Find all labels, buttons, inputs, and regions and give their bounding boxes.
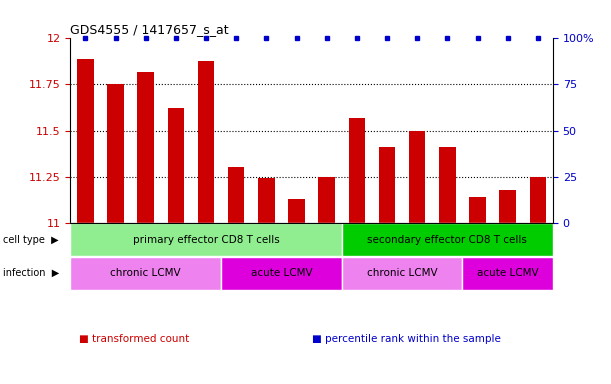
Text: ■ transformed count: ■ transformed count [79, 334, 189, 344]
Bar [288, 199, 305, 223]
Bar [348, 118, 365, 223]
Bar [77, 59, 93, 223]
Bar [439, 147, 456, 223]
Bar [342, 223, 553, 256]
Text: ■ percentile rank within the sample: ■ percentile rank within the sample [312, 334, 500, 344]
Bar [70, 257, 221, 290]
Text: chronic LCMV: chronic LCMV [111, 268, 181, 278]
Text: cell type  ▶: cell type ▶ [3, 235, 59, 245]
Bar [318, 177, 335, 223]
Text: acute LCMV: acute LCMV [477, 268, 538, 278]
Bar [221, 257, 342, 290]
Bar [379, 147, 395, 223]
Bar [107, 84, 124, 223]
Bar [70, 223, 342, 256]
Text: acute LCMV: acute LCMV [251, 268, 312, 278]
Bar [463, 257, 553, 290]
Bar [530, 177, 546, 223]
Bar [198, 61, 214, 223]
Text: GDS4555 / 1417657_s_at: GDS4555 / 1417657_s_at [70, 23, 229, 36]
Bar [137, 71, 154, 223]
Bar [258, 179, 275, 223]
Text: infection  ▶: infection ▶ [3, 268, 59, 278]
Bar [499, 190, 516, 223]
Text: primary effector CD8 T cells: primary effector CD8 T cells [133, 235, 279, 245]
Bar [409, 131, 425, 223]
Bar [228, 167, 244, 223]
Bar [342, 257, 463, 290]
Text: chronic LCMV: chronic LCMV [367, 268, 437, 278]
Bar [167, 108, 184, 223]
Text: secondary effector CD8 T cells: secondary effector CD8 T cells [367, 235, 527, 245]
Bar [469, 197, 486, 223]
